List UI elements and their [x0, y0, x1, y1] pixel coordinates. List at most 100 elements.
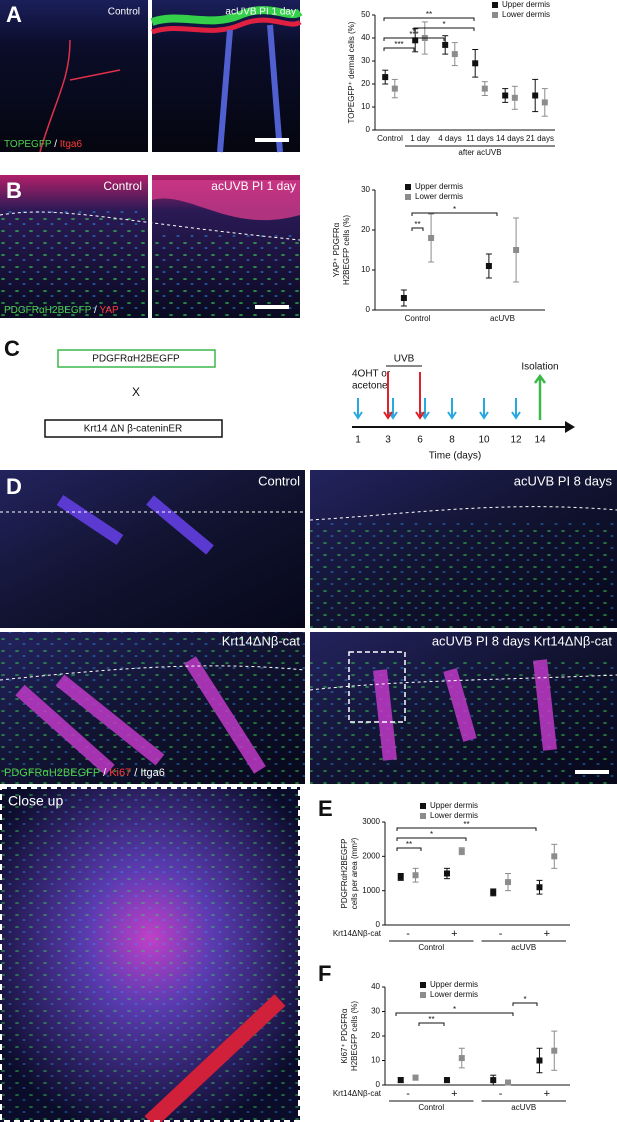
mean-marker [412, 37, 419, 44]
legend-swatch [420, 803, 426, 809]
follicle [56, 495, 214, 555]
group-label: acUVB [511, 943, 536, 952]
significance-bracket [411, 227, 424, 231]
y-tick-label: 0 [376, 1080, 381, 1089]
stain-name: YAP [99, 305, 119, 316]
isolation-arrow [533, 373, 547, 420]
legend-swatch [405, 184, 411, 190]
group-label: after acUVB [458, 148, 501, 157]
significance-label: * [430, 830, 433, 839]
panel-letter: E [318, 796, 333, 821]
y-tick-label: 1000 [362, 886, 380, 895]
legend-label: Upper dermis [415, 182, 463, 191]
legend-swatch [420, 992, 426, 998]
nuclei [310, 520, 617, 628]
mean-marker [536, 884, 543, 891]
legend-label: Upper dermis [430, 980, 478, 989]
panel-letter: C [4, 336, 20, 361]
mean-marker [442, 41, 449, 48]
x-tick-label: 21 days [526, 134, 554, 143]
x-tick-label: + [451, 1088, 457, 1100]
image-label: Control [258, 473, 300, 488]
significance-bracket [396, 827, 537, 831]
treatment-label: acetone [352, 381, 388, 392]
image-label: Control [108, 7, 140, 18]
uvb-arrow [415, 372, 425, 420]
y-tick-label: 40 [361, 33, 370, 42]
significance-bracket [396, 847, 422, 851]
stain-name: PDGFRαH2BEGFP [4, 767, 100, 779]
group-label: Control [418, 943, 444, 952]
hair-shaft [144, 994, 286, 1122]
mean-marker [397, 1077, 404, 1084]
mean-marker [490, 889, 497, 896]
x-tick-label: 11 days [466, 134, 493, 143]
micrograph [0, 0, 148, 152]
stain-line [217, 24, 283, 153]
stain-legend: PDGFRαH2BEGFP / YAP [4, 305, 119, 316]
y-axis-label: H2BEGFP cells (%) [350, 1001, 359, 1071]
panel-letter: A [6, 2, 22, 27]
y-tick-label: 30 [371, 1007, 380, 1016]
epidermis [152, 180, 300, 221]
stain-legend: TOPEGFP / Itga6 [4, 139, 82, 150]
x-tick-label: - [499, 1088, 503, 1100]
legend-swatch [405, 194, 411, 200]
day-label: 1 [355, 435, 361, 446]
x-tick-label: 1 day [410, 134, 430, 143]
mouse-line: Krt14 ΔN β-cateninER [84, 424, 183, 435]
y-axis-label: PDGFRαH2BEGFP [340, 839, 349, 909]
day-label: 3 [385, 435, 391, 446]
legend-label: Lower dermis [430, 811, 478, 820]
x-tick-label: acUVB [490, 314, 515, 323]
injection-arrow [479, 398, 489, 420]
legend-label: Upper dermis [502, 0, 550, 9]
mean-marker [551, 853, 558, 860]
significance-label: ** [426, 10, 432, 19]
day-label: 12 [510, 435, 522, 446]
stain-name: PDGFRαH2BEGFP [4, 305, 92, 316]
y-tick-label: 0 [376, 920, 381, 929]
panel-a-images: A Control acUVB PI 1 day TOPEGFP / Itga6 [0, 0, 303, 153]
image-label: Control [103, 179, 142, 193]
y-tick-label: 10 [371, 1056, 380, 1065]
injection-arrow [447, 398, 457, 420]
day-label: 10 [478, 435, 490, 446]
y-tick-label: 20 [361, 79, 370, 88]
mean-marker [412, 1074, 419, 1081]
nuclei [0, 210, 148, 318]
y-tick-label: 20 [361, 225, 370, 234]
mouse-box [57, 349, 216, 368]
y-tick-label: 10 [361, 102, 370, 111]
scale-bar [255, 305, 289, 309]
y-axis-label: TOPEGFP⁺ dermal cells (%) [347, 21, 356, 123]
axes [374, 15, 555, 131]
close-up: Close up [0, 787, 300, 1122]
mean-marker [502, 92, 509, 99]
x-tick-label: 4 days [438, 134, 462, 143]
axes [374, 190, 545, 311]
y-axis-label: YAP⁺ PDGFRα [332, 222, 341, 277]
mean-marker [490, 1077, 497, 1084]
mouse-box [44, 419, 223, 438]
significance-label: *** [394, 40, 403, 49]
timeline-arrow [565, 421, 575, 433]
mean-marker [513, 247, 520, 253]
legend-label: Lower dermis [430, 990, 478, 999]
y-tick-label: 50 [361, 10, 370, 19]
significance-label: *** [409, 30, 418, 39]
y-tick-label: 0 [366, 305, 371, 314]
significance-label: ** [406, 840, 412, 849]
panel-d-images: D Control acUVB PI 8 days Krt14ΔNβ-cat a… [0, 470, 617, 784]
stain-band [150, 6, 303, 26]
group-label: Control [418, 1103, 444, 1112]
stain-name: / [131, 767, 140, 779]
row-label: Krt14ΔNβ-cat [333, 929, 382, 938]
significance-label: * [442, 20, 445, 29]
mean-marker [472, 60, 479, 67]
close-up-box [348, 651, 406, 723]
legend-label: Upper dermis [430, 801, 478, 810]
y-axis-label: cells per area (mm²) [350, 837, 359, 909]
panel-letter: F [318, 961, 331, 986]
cross: X [132, 385, 140, 399]
